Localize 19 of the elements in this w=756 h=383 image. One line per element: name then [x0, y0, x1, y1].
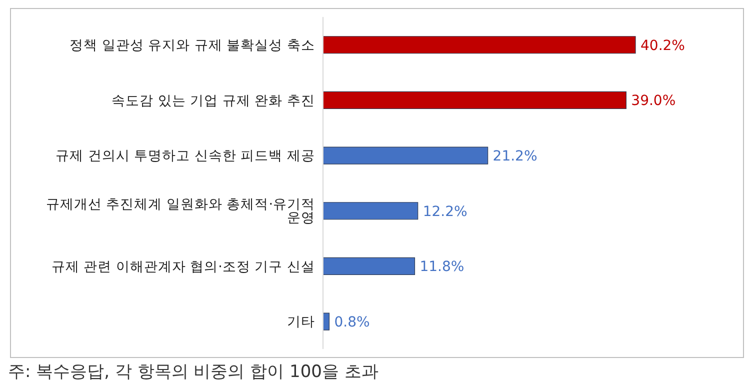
y-tick-label: 규제 건의시 투명하고 신속한 피드백 제공 — [56, 148, 315, 164]
data-label: 0.8% — [334, 314, 370, 330]
y-tick-label: 속도감 있는 기업 규제 완화 추진 — [112, 92, 315, 109]
data-label: 40.2% — [640, 38, 685, 54]
y-tick-label: 기타 — [287, 314, 315, 330]
bar — [323, 202, 418, 220]
y-tick-label: 규제개선 추진체계 일원화와 총체적·유기적 운영 — [46, 196, 315, 226]
bar — [323, 36, 636, 54]
data-label: 11.8% — [420, 259, 464, 276]
text: 주: 복수응답, 각 항목의 비중의 합이 100을 초과 — [8, 361, 380, 383]
bar — [323, 146, 488, 164]
bar — [323, 257, 416, 275]
bar — [323, 91, 626, 109]
y-tick-label: 정책 일관성 유지와 규제 불확실성 축소 — [70, 37, 315, 54]
data-label: 12.2% — [422, 204, 468, 220]
data-label: 21.2% — [492, 148, 538, 164]
data-label: 39.0% — [631, 93, 676, 110]
y-tick-label: 규제 관련 이해관계자 협의·조정 기구 신설 — [51, 258, 315, 275]
bar — [323, 312, 330, 330]
